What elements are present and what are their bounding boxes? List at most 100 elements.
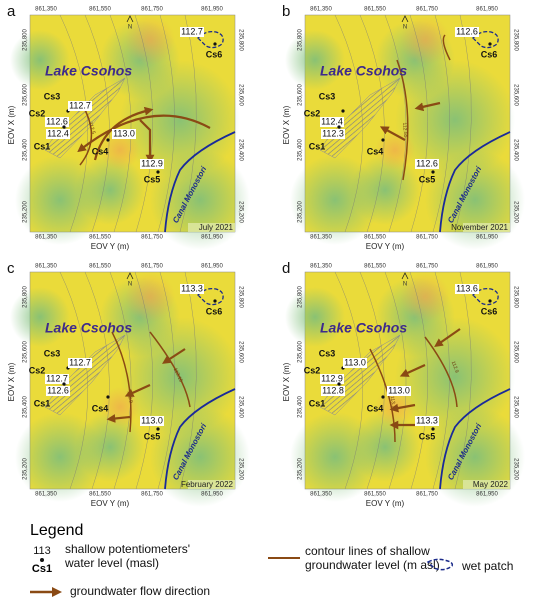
well-level: 112.6 [46, 116, 68, 126]
x-tick-label: 861,550 [89, 264, 111, 270]
y-axis-title: EOV X (m) [282, 105, 291, 144]
well-name: Cs1 [34, 141, 51, 151]
contour-line [179, 271, 197, 490]
well-name: Cs2 [304, 108, 321, 118]
y-tick-label: 235,400 [512, 396, 518, 418]
legend-wet-patch [426, 558, 454, 571]
north-label: N [128, 282, 132, 288]
well-dot [431, 170, 435, 174]
north-label: N [128, 25, 132, 31]
level-box [46, 386, 70, 396]
well-dot [213, 299, 217, 303]
canal-line [439, 131, 511, 233]
level-box [320, 117, 344, 127]
level-box [455, 284, 479, 294]
well-level: 113.3 [181, 283, 203, 293]
x-tick-label: 861,350 [35, 492, 57, 498]
level-box [45, 117, 69, 127]
x-axis-title: EOV Y (m) [366, 242, 405, 251]
well-name: Cs2 [304, 365, 321, 375]
groundwater-contour [149, 331, 191, 408]
contour-line [359, 271, 385, 490]
well-name: Cs3 [319, 91, 336, 101]
y-tick-label: 235,200 [512, 458, 518, 480]
flow-arrow [162, 348, 186, 364]
x-axis-title: EOV Y (m) [91, 242, 130, 251]
contour-line [84, 271, 110, 490]
contour-line [409, 14, 428, 233]
well-dot [213, 42, 217, 46]
vegetation-zone [350, 155, 420, 225]
well-level: 112.4 [321, 116, 343, 126]
y-tick-label: 235,600 [512, 84, 518, 106]
legend-well: Cs1 [32, 563, 52, 575]
well-name: Cs6 [206, 306, 223, 316]
well-name: Cs3 [44, 348, 61, 358]
level-box [320, 374, 344, 384]
y-tick-label: 235,600 [237, 341, 243, 363]
well-dot [488, 42, 492, 46]
contour-line [84, 14, 110, 233]
panel-label: a [7, 3, 16, 20]
y-tick-label: 235,800 [23, 286, 29, 308]
level-box [455, 27, 479, 37]
well-dot [156, 427, 160, 431]
groundwater-contour [396, 59, 409, 181]
x-tick-label: 861,350 [310, 492, 332, 498]
level-box [45, 374, 69, 384]
vegetation-zone [285, 287, 345, 347]
well-dot [488, 299, 492, 303]
level-box [180, 284, 204, 294]
y-tick-label: 235,600 [512, 341, 518, 363]
x-tick-label: 861,350 [35, 7, 57, 13]
y-tick-label: 235,200 [237, 201, 243, 223]
contour-line [134, 14, 153, 233]
y-tick-label: 235,600 [298, 341, 304, 363]
level-box [387, 386, 411, 396]
level-box [321, 129, 345, 139]
dry-zone [125, 15, 175, 65]
canal-line [164, 131, 236, 233]
flow-arrow [389, 403, 416, 413]
x-tick-label: 861,750 [416, 235, 438, 241]
x-tick-label: 861,550 [89, 235, 111, 241]
contour-line [157, 14, 175, 233]
north-label: N [403, 25, 407, 31]
x-tick-label: 861,750 [141, 235, 163, 241]
well-level: 112.6 [456, 26, 478, 36]
y-axis-title: EOV X (m) [7, 105, 16, 144]
well-level: 112.7 [181, 26, 203, 36]
groundwater-contour [424, 336, 458, 408]
groundwater-contour [369, 348, 396, 443]
date-box [463, 480, 510, 489]
legend: Legend 113 Cs1 shallow potentiometers' w… [30, 522, 513, 598]
y-tick-label: 235,800 [512, 286, 518, 308]
x-tick-label: 861,750 [416, 264, 438, 270]
well-dot [381, 138, 385, 142]
date-label: November 2021 [451, 223, 508, 232]
y-tick-label: 235,200 [512, 201, 518, 223]
canal-line [164, 388, 236, 490]
contour-label: 112.55 [401, 122, 408, 138]
well-level: 112.3 [322, 128, 344, 138]
x-tick-label: 861,950 [476, 235, 498, 241]
x-tick-label: 861,950 [201, 264, 223, 270]
y-tick-label: 235,600 [298, 84, 304, 106]
contour-line [359, 14, 385, 233]
well-name: Cs4 [92, 403, 109, 413]
contour-label: 112.9 [126, 391, 134, 404]
well-level: 112.8 [322, 385, 344, 395]
groundwater-contour [442, 34, 451, 61]
x-tick-label: 861,750 [416, 7, 438, 13]
well-name: Cs3 [319, 348, 336, 358]
x-tick-label: 861,950 [201, 235, 223, 241]
well-dot [156, 170, 160, 174]
flow-arrow [414, 101, 441, 112]
level-box [140, 416, 164, 426]
groundwater-contour [79, 109, 93, 166]
y-tick-label: 235,800 [237, 29, 243, 51]
well-name: Cs4 [92, 146, 109, 156]
contour-line [134, 271, 153, 490]
y-tick-label: 235,200 [23, 201, 29, 223]
